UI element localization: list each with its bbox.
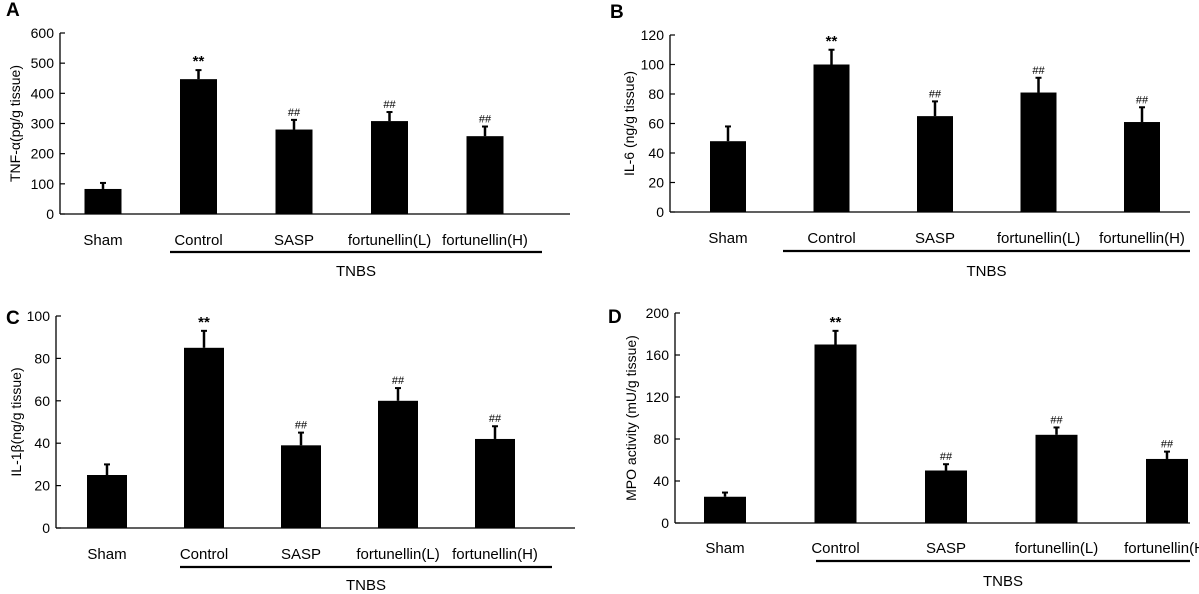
significance-mark: ## — [1050, 414, 1063, 426]
y-axis-label: TNF-α(pg/g tissue) — [7, 65, 23, 182]
y-tick-label: 200 — [31, 146, 55, 162]
bar-Sham — [704, 496, 746, 523]
y-tick-label: 0 — [661, 515, 669, 531]
category-label: fortunellin(L) — [997, 230, 1080, 247]
significance-mark: ## — [940, 451, 953, 463]
significance-mark: ** — [198, 314, 210, 331]
significance-mark: ** — [830, 314, 842, 331]
panel-letter: D — [608, 307, 622, 328]
category-label: Control — [811, 540, 859, 557]
significance-mark: ## — [929, 88, 942, 100]
panel-d: D 0 40 80 120 160 200 MPO activity (mU/g tissue… — [608, 305, 1199, 590]
panel-c: C 0 20 40 60 80 100 IL-1β(ng/g tissue) Sham ** Con… — [6, 308, 575, 594]
bar-fortunellin(H) — [1124, 122, 1160, 212]
category-label: fortunellin(H) — [452, 546, 538, 563]
y-tick-label: 200 — [646, 305, 670, 321]
category-label: Control — [174, 232, 222, 249]
bar-Sham — [710, 141, 746, 212]
y-axis-label: IL-6 (ng/g tissue) — [621, 71, 637, 176]
significance-mark: ## — [288, 107, 301, 119]
group-label: TNBS — [346, 577, 386, 594]
group-label: TNBS — [983, 573, 1023, 590]
category-label: fortunellin(L) — [348, 232, 431, 249]
bar-fortunellin(H) — [466, 136, 504, 214]
y-tick-label: 100 — [641, 57, 665, 73]
category-label: fortunellin(H) — [442, 232, 528, 249]
y-tick-label: 40 — [34, 435, 50, 451]
y-axis-label: IL-1β(ng/g tissue) — [8, 367, 24, 476]
category-label: Sham — [705, 540, 744, 557]
category-label: SASP — [274, 232, 314, 249]
bar-Control — [180, 79, 217, 214]
y-tick-label: 0 — [656, 204, 664, 220]
bar-fortunellin(L) — [1035, 434, 1078, 523]
category-label: SASP — [915, 230, 955, 247]
y-axis-label: MPO activity (mU/g tissue) — [623, 335, 639, 501]
y-tick-label: 300 — [31, 116, 55, 132]
group-label: TNBS — [336, 263, 376, 280]
bar-Sham — [84, 188, 122, 214]
y-tick-label: 160 — [646, 347, 670, 363]
category-label: Control — [180, 546, 228, 563]
bar-Control — [184, 347, 224, 528]
y-tick-label: 0 — [46, 206, 54, 222]
y-tick-label: 120 — [646, 389, 670, 405]
significance-mark: ## — [383, 99, 396, 111]
panel-letter: A — [6, 0, 20, 21]
significance-mark: ## — [479, 114, 492, 126]
category-label: fortunellin(H) — [1099, 230, 1185, 247]
significance-mark: ** — [193, 53, 205, 70]
bar-SASP — [925, 470, 967, 523]
bar-Control — [813, 64, 850, 212]
bar-fortunellin(H) — [475, 438, 515, 528]
significance-mark: ## — [1136, 94, 1149, 106]
bar-fortunellin(L) — [1020, 92, 1057, 212]
group-label: TNBS — [966, 263, 1006, 280]
significance-mark: ## — [295, 420, 308, 432]
bar-fortunellin(H) — [1146, 458, 1188, 523]
category-label: SASP — [926, 540, 966, 557]
y-tick-label: 40 — [653, 473, 669, 489]
y-tick-label: 400 — [31, 85, 55, 101]
category-label: fortunellin(H) — [1124, 540, 1199, 557]
category-label: fortunellin(L) — [1015, 540, 1098, 557]
bar-SASP — [917, 116, 953, 212]
bar-fortunellin(L) — [378, 400, 418, 528]
y-tick-label: 20 — [34, 478, 50, 494]
category-label: Control — [807, 230, 855, 247]
y-tick-label: 0 — [42, 520, 50, 536]
category-label: SASP — [281, 546, 321, 563]
y-tick-label: 60 — [648, 116, 664, 132]
y-tick-label: 500 — [31, 55, 55, 71]
y-tick-label: 600 — [31, 25, 55, 41]
category-label: fortunellin(L) — [356, 546, 439, 563]
bar-SASP — [281, 445, 321, 528]
y-tick-label: 100 — [31, 176, 55, 192]
bar-Control — [814, 344, 857, 523]
panel-letter: B — [610, 2, 624, 23]
category-label: Sham — [83, 232, 122, 249]
bar-fortunellin(L) — [371, 121, 408, 214]
panel-b: B 0 20 40 60 80 100 120 IL-6 (ng/g tissue) Sham **… — [610, 2, 1190, 280]
significance-mark: ## — [1161, 439, 1174, 451]
y-tick-label: 40 — [648, 145, 664, 161]
panel-letter: C — [6, 308, 20, 329]
y-tick-label: 120 — [641, 27, 665, 43]
y-tick-label: 80 — [653, 431, 669, 447]
y-tick-label: 80 — [648, 86, 664, 102]
bar-SASP — [275, 129, 313, 214]
significance-mark: ** — [826, 33, 838, 50]
significance-mark: ## — [489, 413, 502, 425]
bar-Sham — [87, 475, 127, 528]
panel-a: A 0 100 200 300 400 500 600 TNF-α(pg/g tissue) Sh… — [6, 0, 570, 280]
y-tick-label: 80 — [34, 350, 50, 366]
y-tick-label: 60 — [34, 393, 50, 409]
y-tick-label: 100 — [27, 308, 51, 324]
significance-mark: ## — [392, 375, 405, 387]
y-tick-label: 20 — [648, 175, 664, 191]
significance-mark: ## — [1032, 65, 1045, 77]
category-label: Sham — [708, 230, 747, 247]
category-label: Sham — [87, 546, 126, 563]
